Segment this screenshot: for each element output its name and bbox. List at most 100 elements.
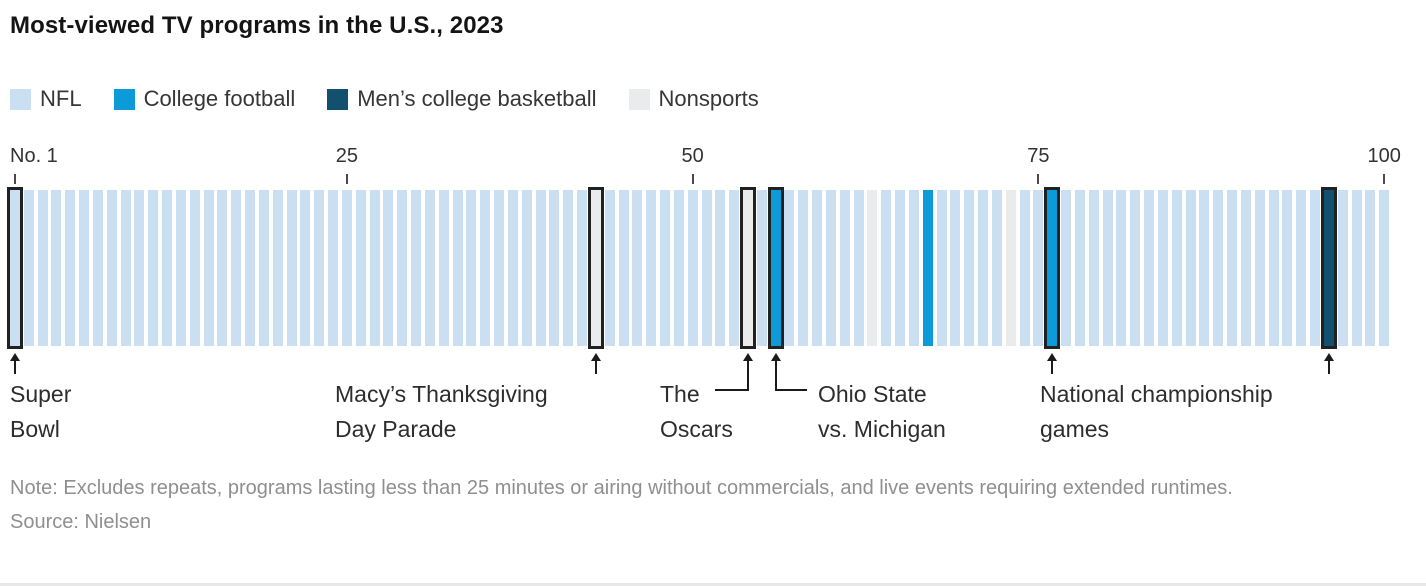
bar-rank-49: [673, 190, 684, 346]
bar-rank-97: [1337, 190, 1348, 346]
bar-rank-13: [175, 190, 186, 346]
bar-rank-39: [535, 190, 546, 346]
bar-rank-92: [1268, 190, 1279, 346]
bar-rank-16: [217, 190, 228, 346]
up-arrow-icon-rank-43: [590, 353, 601, 361]
chart-title: Most-viewed TV programs in the U.S., 202…: [10, 12, 504, 39]
bar-rank-27: [369, 190, 380, 346]
connector-line: [775, 389, 807, 391]
bar-rank-3: [37, 190, 48, 346]
legend-item-college-football: College football: [113, 86, 296, 112]
up-arrow-icon-rank-76: [1047, 353, 1058, 361]
annotation-the-oscars: The Oscars: [660, 377, 733, 447]
annotation-line: Bowl: [10, 416, 60, 442]
bar-rank-69: [950, 190, 961, 346]
bar-rank-10: [134, 190, 145, 346]
bar-rank-78: [1074, 190, 1085, 346]
bar-rank-57: [784, 190, 795, 346]
bar-rank-19: [258, 190, 269, 346]
axis-label-100: 100: [1367, 145, 1401, 167]
annotation-line: Ohio State: [818, 381, 927, 407]
bar-rank-47: [646, 190, 657, 346]
bar-rank-56: [767, 187, 784, 349]
bar-rank-46: [632, 190, 643, 346]
bar-rank-55: [756, 190, 767, 346]
axis-tick-25: [345, 174, 348, 184]
bar-rank-21: [286, 190, 297, 346]
arrow-stem-rank-96: [1327, 361, 1330, 374]
annotation-national-championship-games: National championship games: [1040, 377, 1273, 447]
footnote: Note: Excludes repeats, programs lasting…: [10, 471, 1250, 539]
bar-rank-37: [507, 190, 518, 346]
bar-rank-79: [1088, 190, 1099, 346]
bar-rank-90: [1240, 190, 1251, 346]
up-arrow-icon-rank-1: [10, 353, 20, 361]
bar-rank-75: [1033, 190, 1044, 346]
bar-rank-14: [189, 190, 200, 346]
bar-rank-36: [494, 190, 505, 346]
bar-rank-7: [92, 190, 103, 346]
arrow-stem-rank-1: [14, 361, 16, 374]
bar-rank-11: [148, 190, 159, 346]
bar-rank-85: [1171, 190, 1182, 346]
bar-rank-51: [701, 190, 712, 346]
bar-rank-71: [978, 190, 989, 346]
bar-rank-22: [300, 190, 311, 346]
bar-rank-86: [1185, 190, 1196, 346]
axis-label-1: No. 1: [10, 145, 58, 167]
bar-rank-60: [825, 190, 836, 346]
bar-rank-70: [964, 190, 975, 346]
axis-tick-50: [691, 174, 694, 184]
bar-rank-63: [867, 190, 878, 346]
annotation-ohio-state-vs-michigan: Ohio State vs. Michigan: [818, 377, 946, 447]
axis-tick-1: [14, 174, 16, 184]
annotation-super-bowl: Super Bowl: [10, 377, 71, 447]
annotation-line: Super: [10, 381, 72, 407]
bar-rank-52: [715, 190, 726, 346]
arrow-stem-rank-76: [1051, 361, 1054, 374]
bar-rank-9: [120, 190, 131, 346]
bar-rank-20: [272, 190, 283, 346]
bar-rank-84: [1157, 190, 1168, 346]
bar-rank-34: [466, 190, 477, 346]
bar-rank-5: [65, 190, 76, 346]
bar-rank-96: [1320, 187, 1337, 349]
bar-rank-28: [383, 190, 394, 346]
bar-rank-62: [853, 190, 864, 346]
bar-rank-48: [660, 190, 670, 346]
bar-rank-4: [51, 190, 62, 346]
bar-rank-89: [1227, 190, 1238, 346]
bar-rank-82: [1130, 190, 1141, 346]
bar-rank-18: [245, 190, 256, 346]
bar-rank-45: [618, 190, 629, 346]
arrow-stem-rank-56: [774, 361, 777, 391]
annotation-line: vs. Michigan: [818, 416, 946, 442]
bar-rank-35: [480, 190, 491, 346]
college-football-swatch-icon: [113, 88, 135, 110]
bar-rank-40: [549, 190, 560, 346]
annotation-line: Macy’s Thanksgiving: [335, 381, 548, 407]
axis-tick-100: [1383, 174, 1386, 184]
bar-rank-50: [687, 190, 698, 346]
bar-rank-65: [895, 190, 906, 346]
annotation-macys-thanksgiving-day-parade: Macy’s Thanksgiving Day Parade: [335, 377, 548, 447]
mens-college-basketball-swatch-icon: [327, 88, 349, 110]
legend-item-mens-college-basketball: Men’s college basketball: [327, 86, 597, 112]
bar-rank-94: [1296, 190, 1307, 346]
bar-rank-81: [1116, 190, 1127, 346]
legend: NFL College football Men’s college baske…: [10, 86, 759, 112]
bar-rank-1: [7, 187, 23, 349]
bar-rank-32: [438, 190, 449, 346]
annotation-line: The: [660, 381, 700, 407]
bar-rank-68: [936, 190, 947, 346]
legend-label: College football: [143, 86, 296, 111]
bar-rank-67: [922, 190, 933, 346]
bar-rank-61: [839, 190, 850, 346]
bar-rank-15: [203, 190, 214, 346]
bar-rank-23: [314, 190, 325, 346]
bar-rank-44: [604, 190, 615, 346]
bar-rank-95: [1310, 190, 1321, 346]
connector-line: [714, 389, 748, 391]
arrow-stem-rank-43: [594, 361, 597, 374]
bar-rank-25: [341, 190, 352, 346]
